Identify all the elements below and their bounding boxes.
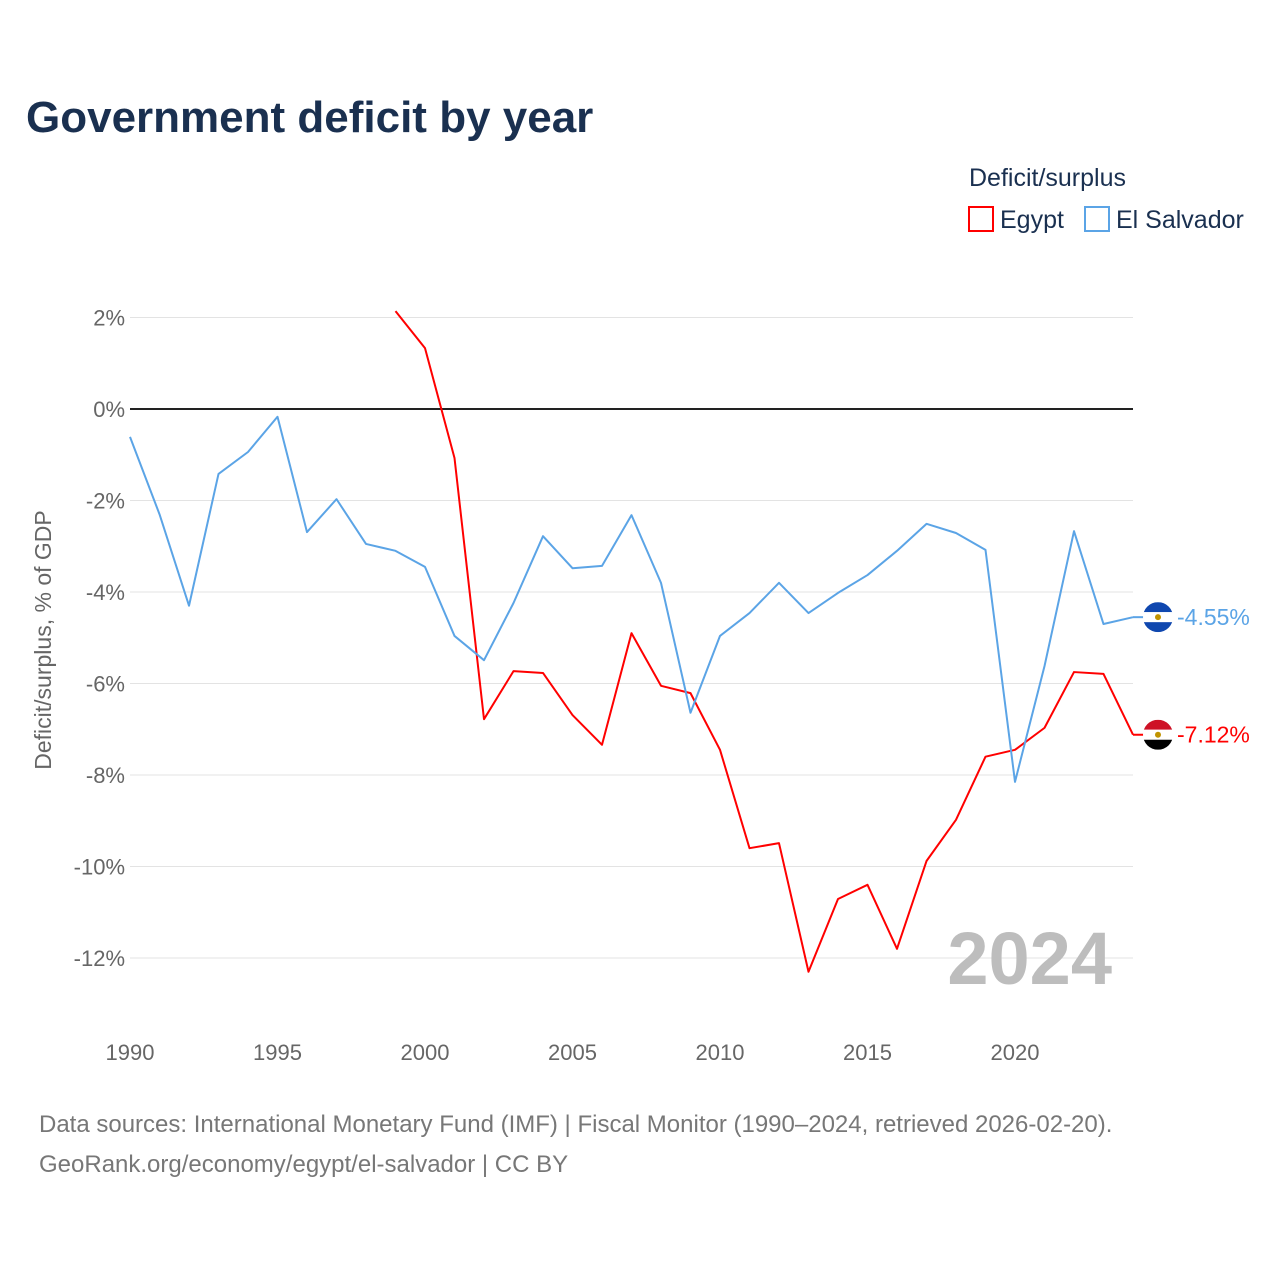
flag-emblem (1155, 614, 1161, 621)
legend: Egypt El Salvador (968, 206, 1244, 234)
year-watermark: 2024 (947, 917, 1112, 1000)
y-tick-label: -8% (86, 763, 125, 788)
grid (130, 317, 1133, 959)
x-tick-label: 1995 (253, 1040, 302, 1065)
flag-emblem (1155, 731, 1161, 738)
y-tick-label: 0% (93, 397, 125, 422)
flag-stripe (1143, 719, 1173, 730)
series: -7.12% -4.55% (129, 310, 1250, 973)
legend-swatch (1084, 206, 1110, 232)
x-tick-label: 1990 (106, 1040, 155, 1065)
x-tick-label: 2020 (991, 1040, 1040, 1065)
y-tick-label: -4% (86, 580, 125, 605)
y-tick-label: -12% (74, 946, 125, 971)
footer-credit[interactable]: GeoRank.org/economy/egypt/el-salvador | … (39, 1151, 568, 1178)
flag-stripe (1143, 602, 1173, 613)
y-tick-label: 2% (93, 306, 125, 331)
y-tick-label: -10% (74, 855, 125, 880)
flag-stripe (1143, 622, 1173, 633)
flag-stripe (1143, 739, 1173, 750)
series-line-egypt (394, 310, 1134, 973)
x-tick-label: 2005 (548, 1040, 597, 1065)
end-label: -7.12% (1177, 722, 1250, 748)
end-label: -4.55% (1177, 604, 1250, 630)
legend-swatch (968, 206, 994, 232)
egypt-flag-icon (1143, 719, 1173, 750)
x-tick-label: 2000 (401, 1040, 450, 1065)
axes: 2% 0% -2% -4% -6% -8% -10% -12% 1990 1995 2000 2005… (74, 306, 1040, 1066)
chart-title: Government deficit by year (26, 93, 593, 142)
y-axis-label: Deficit/surplus, % of GDP (30, 510, 56, 769)
y-tick-label: -6% (86, 672, 125, 697)
footer-sources: Data sources: International Monetary Fun… (39, 1111, 1112, 1138)
series-line-el-salvador (129, 415, 1134, 783)
legend-item-label: El Salvador (1116, 206, 1244, 234)
el-salvador-flag-icon (1143, 602, 1173, 633)
x-tick-label: 2010 (696, 1040, 745, 1065)
legend-item-label: Egypt (1000, 206, 1064, 234)
y-tick-label: -2% (86, 489, 125, 514)
legend-title: Deficit/surplus (969, 164, 1126, 192)
x-tick-label: 2015 (843, 1040, 892, 1065)
